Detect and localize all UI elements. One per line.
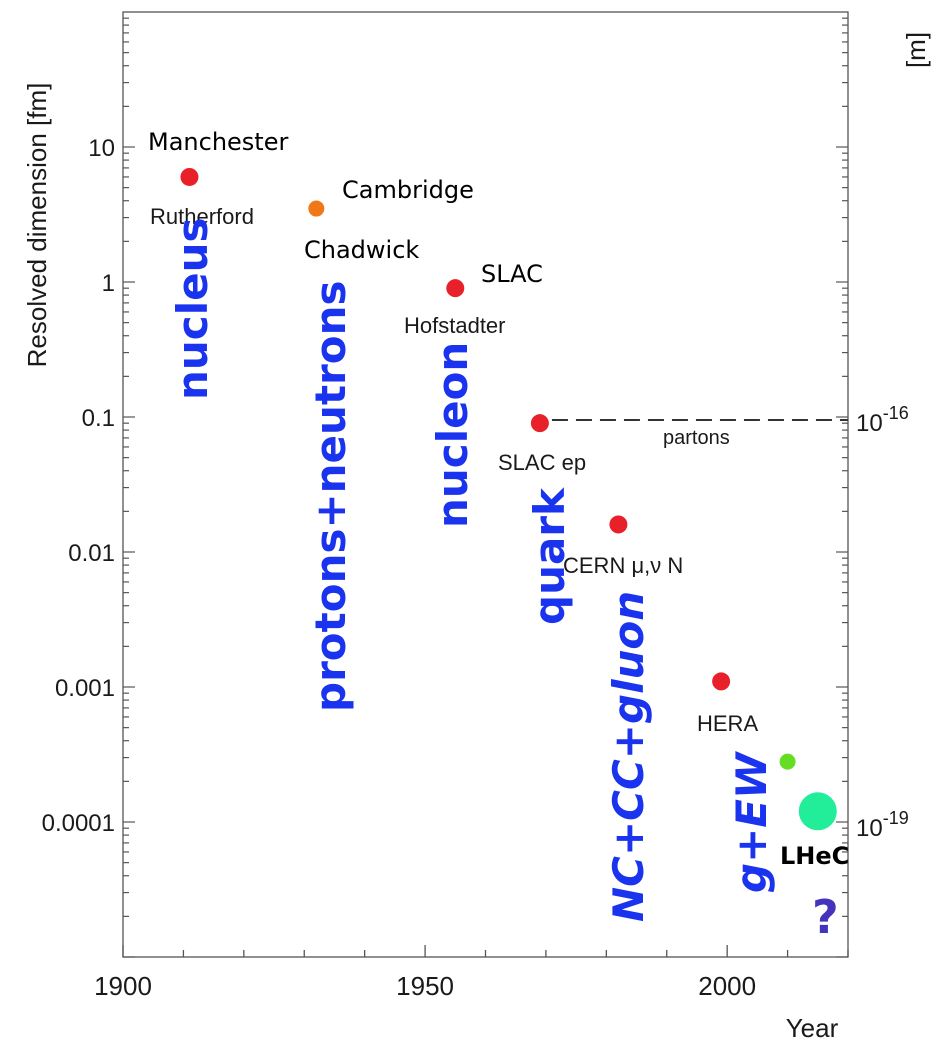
y2-tick-label: 10-16 — [856, 403, 909, 437]
label-cambridge: Cambridge — [342, 176, 474, 204]
annotation-nucleus: nucleus — [168, 218, 217, 400]
partons-label: partons — [663, 427, 730, 449]
data-point — [798, 792, 837, 831]
data-point — [308, 200, 325, 217]
x-axis: 1900 1950 2000 — [94, 945, 849, 1001]
label-slac-ep: SLAC ep — [498, 450, 586, 475]
question-mark: ? — [812, 890, 839, 944]
y-axis: 10 1 0.1 0.01 0.001 0.0001 — [42, 17, 848, 958]
x-tick-label: 1950 — [396, 971, 454, 1001]
annotation-nucleon: nucleon — [428, 342, 477, 528]
data-points — [180, 167, 837, 831]
data-point — [180, 167, 199, 186]
label-hofstadter: Hofstadter — [404, 313, 506, 338]
y-tick-label: 0.1 — [82, 405, 115, 432]
label-rutherford: Rutherford — [150, 204, 254, 229]
y-tick-label: 1 — [102, 270, 115, 297]
label-lhec: LHeC — [780, 842, 849, 870]
y-axis-label: Resolved dimension [fm] — [22, 83, 52, 368]
data-point — [446, 279, 465, 298]
y-tick-label: 0.001 — [55, 675, 115, 702]
y-tick-label: 0.01 — [68, 540, 115, 567]
data-point — [609, 515, 628, 534]
y-tick-label: 0.0001 — [42, 810, 115, 837]
annotation-nc-cc-gluon: NC+CC+gluon — [604, 591, 653, 922]
data-point — [530, 414, 549, 433]
x-tick-label: 2000 — [698, 971, 756, 1001]
data-point — [779, 753, 796, 770]
y2-tick-label: 10-19 — [856, 808, 909, 842]
annotation-protons-neutrons: protons+neutrons — [306, 281, 355, 712]
label-hera: HERA — [697, 711, 758, 736]
label-chadwick: Chadwick — [304, 236, 419, 264]
data-point — [712, 672, 731, 691]
label-slac: SLAC — [481, 260, 543, 288]
y2-axis: 10-16 10-19 — [856, 403, 909, 842]
annotation-quark: quark — [525, 487, 574, 625]
label-cern: CERN μ,ν N — [563, 553, 683, 578]
y2-axis-label: [m] — [901, 32, 931, 68]
y-tick-label: 10 — [88, 135, 115, 162]
x-tick-label: 1900 — [94, 971, 152, 1001]
label-manchester: Manchester — [148, 128, 288, 156]
x-axis-label: Year — [786, 1013, 839, 1043]
annotation-g-ew: g+EW — [727, 750, 776, 893]
